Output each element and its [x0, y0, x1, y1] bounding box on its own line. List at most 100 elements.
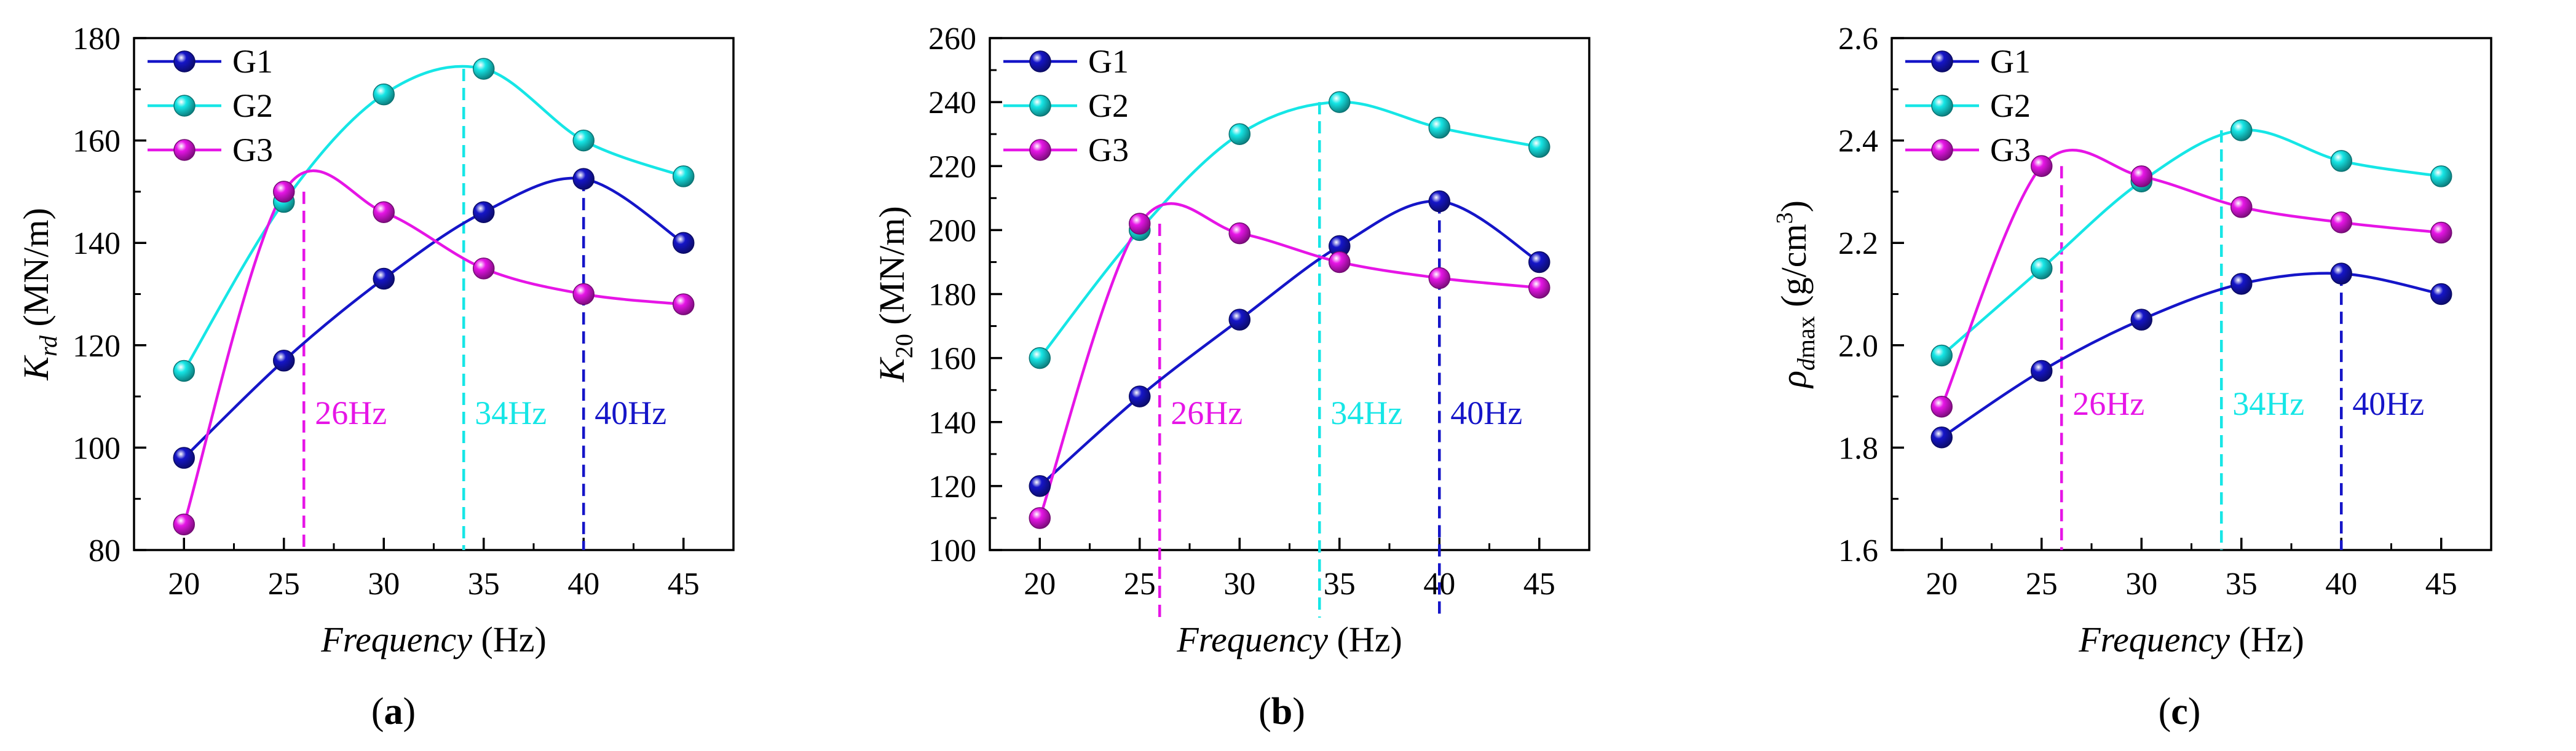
x-tick-label: 45 [668, 567, 700, 602]
y-tick-label: 160 [928, 342, 976, 377]
panel-label-letter: a [384, 691, 403, 733]
legend-marker-G3 [1931, 139, 1953, 161]
series-line-G3 [1038, 202, 1539, 519]
data-point-G3 [1329, 251, 1351, 273]
data-point-G1 [1228, 309, 1250, 331]
panels: 20 25 30 35 40 45 80 100 120 140 160 180 Krd (MN/m) F… [16, 22, 2492, 733]
y-tick-label: 140 [73, 226, 121, 261]
y-axis-symbol: K [872, 356, 912, 383]
y-axis-subscript: d [1792, 358, 1820, 371]
data-point-G3 [2130, 165, 2152, 187]
legend-marker-G1 [1029, 50, 1051, 73]
x-axis-label-unit: (Hz) [2230, 619, 2304, 659]
y-axis-symbol: K [16, 355, 56, 381]
chart-panel-3: 20 25 30 35 40 45 1.6 1.8 2.0 2.2 2.4 2.6 ρdmax (g/c… [1772, 22, 2492, 733]
y-tick-label: 1.8 [1838, 431, 1878, 466]
data-point-G1 [473, 201, 495, 223]
legend-marker-G2 [173, 95, 196, 117]
panel-label-open: ( [2159, 691, 2171, 733]
data-point-G3 [673, 293, 695, 315]
x-axis-label-unit: (Hz) [472, 619, 547, 659]
panel-label-open: ( [371, 691, 384, 733]
data-point-G1 [2031, 360, 2053, 382]
panel-label: (b) [1258, 691, 1305, 733]
y-tick-label: 2.0 [1838, 329, 1878, 364]
data-point-G3 [1528, 277, 1551, 299]
x-tick-label: 45 [2425, 567, 2457, 602]
data-point-G3 [572, 283, 595, 305]
data-point-G3 [2330, 211, 2352, 234]
y-tick-label: 220 [928, 149, 976, 184]
panel-label-letter: c [2171, 691, 2188, 733]
data-point-G1 [1930, 426, 1953, 449]
data-point-G2 [173, 360, 195, 382]
data-point-G1 [1129, 385, 1151, 407]
data-point-G1 [273, 350, 295, 372]
y-axis-subscript: 20 [890, 334, 918, 358]
annotation-label-26Hz: 26Hz [315, 395, 387, 431]
y-axis-unit-close: ) [1774, 200, 1814, 212]
data-point-G2 [1930, 344, 1953, 367]
x-tick-label: 30 [2125, 567, 2157, 602]
x-axis-label-main: Frequency [1176, 619, 1328, 659]
y-axis-symbol: ρ [1774, 371, 1814, 389]
y-axis-unit: (g/cm [1774, 224, 1814, 316]
y-axis-subscript: rd [34, 335, 62, 356]
y-tick-label: 140 [928, 406, 976, 441]
data-point-G2 [2230, 119, 2253, 141]
x-tick-label: 40 [2325, 567, 2357, 602]
annotation-label-40Hz: 40Hz [2352, 385, 2424, 422]
data-point-G1 [2230, 273, 2253, 295]
data-point-G1 [173, 447, 195, 469]
data-point-G1 [1428, 190, 1450, 213]
x-tick-label: 25 [268, 567, 300, 602]
annotation-label-40Hz: 40Hz [1450, 395, 1522, 431]
y-tick-label: 2.2 [1838, 226, 1878, 261]
x-tick-label: 35 [468, 567, 500, 602]
legend-label-G1: G1 [1990, 43, 2031, 80]
x-tick-label: 30 [1223, 567, 1255, 602]
annotation-label-34Hz: 34Hz [475, 395, 547, 431]
series-line-G3 [1940, 149, 2441, 407]
annotation-label-34Hz: 34Hz [2232, 385, 2304, 422]
x-tick-label: 25 [1124, 567, 1156, 602]
annotation-label-26Hz: 26Hz [2072, 385, 2144, 422]
x-axis-label: Frequency (Hz) [2078, 619, 2304, 659]
data-point-G3 [2031, 155, 2053, 177]
x-tick-label: 45 [1523, 567, 1555, 602]
panel-label-close: ) [2188, 691, 2201, 733]
panel-label: (c) [2159, 691, 2201, 733]
x-tick-label: 20 [1926, 567, 1958, 602]
x-axis-label-unit: (Hz) [1328, 619, 1402, 659]
x-tick-label: 25 [2026, 567, 2058, 602]
y-axis-subscript-2: max [1792, 316, 1820, 358]
data-point-G2 [2330, 150, 2352, 172]
data-point-G1 [2130, 309, 2152, 331]
legend-label-G3: G3 [1990, 132, 2031, 168]
x-axis-label: Frequency (Hz) [1176, 619, 1402, 659]
data-point-G2 [2430, 165, 2452, 187]
panel-label-close: ) [1292, 691, 1305, 733]
data-point-G1 [1528, 251, 1551, 273]
panel-label-letter: b [1271, 691, 1292, 733]
y-tick-label: 120 [73, 329, 121, 364]
data-point-G2 [1528, 136, 1551, 158]
y-axis-label: Krd (MN/m) [16, 208, 62, 381]
data-point-G2 [473, 58, 495, 80]
legend-marker-G1 [173, 50, 196, 73]
legend-label-G2: G2 [232, 87, 273, 124]
y-tick-label: 120 [928, 470, 976, 505]
x-tick-label: 20 [168, 567, 200, 602]
x-tick-label: 35 [1324, 567, 1356, 602]
data-point-G1 [2430, 283, 2452, 305]
data-point-G2 [1428, 117, 1450, 139]
data-point-G1 [2330, 262, 2352, 285]
data-point-G3 [173, 513, 195, 536]
data-point-G3 [1228, 222, 1250, 245]
y-axis-label: K20 (MN/m) [872, 206, 918, 383]
data-point-G3 [1029, 507, 1051, 529]
y-tick-label: 200 [928, 213, 976, 248]
y-axis-unit: (MN/m) [16, 208, 56, 336]
annotation-label-40Hz: 40Hz [595, 395, 666, 431]
